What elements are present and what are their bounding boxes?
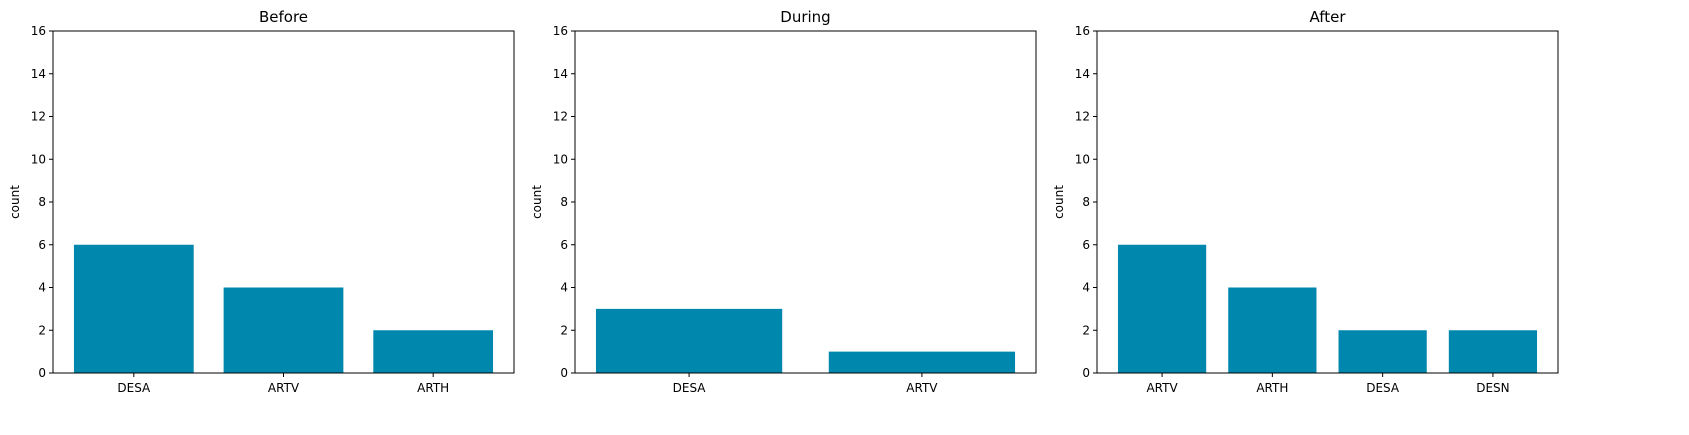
y-tick-label: 8 [38,195,46,209]
chart-panel-2: 0 2 4 6 8 10 12 14 16 DESA ARTV During count [530,8,1037,395]
y-tick-label: 10 [1075,152,1090,166]
y-tick-label: 4 [1082,281,1090,295]
chart-title: During [780,8,830,26]
y-tick-label: 4 [38,281,46,295]
chart-panel-3: 0 2 4 6 8 10 12 14 16 ARTV ARTH DESA DESN After count [1052,8,1559,395]
bar-desa [1338,330,1427,373]
y-tick-label: 6 [560,238,568,252]
chart-title: Before [259,8,308,26]
x-tick-label: ARTV [268,381,300,395]
bar-arth [373,330,494,373]
x-tick-label: DESA [117,381,151,395]
y-tick-label: 12 [553,110,568,124]
y-tick-label: 16 [31,24,46,38]
y-tick-label: 8 [1082,195,1090,209]
x-tick-label: ARTV [906,381,938,395]
x-tick-label: ARTV [1146,381,1178,395]
y-tick-label: 0 [38,366,46,380]
x-tick-label: ARTH [1256,381,1288,395]
y-tick-label: 6 [1082,238,1090,252]
y-tick-label: 2 [1082,323,1090,337]
y-tick-label: 2 [38,323,46,337]
y-tick-label: 4 [560,281,568,295]
bar-artv [1117,244,1207,373]
y-tick-label: 0 [560,366,568,380]
y-tick-label: 6 [38,238,46,252]
y-axis-label: count [530,185,544,219]
bar-artv [828,351,1016,373]
y-tick-label: 2 [560,323,568,337]
y-tick-label: 14 [1075,67,1090,81]
y-tick-label: 10 [31,152,46,166]
bar-desa [595,308,783,373]
bar-arth [1228,287,1317,373]
y-axis-label: count [8,185,22,219]
y-tick-label: 8 [560,195,568,209]
y-tick-label: 14 [31,67,46,81]
y-axis-label: count [1052,185,1066,219]
chart-panel-1: 0 2 4 6 8 10 12 14 16 DESA ARTV ARTH Before count [8,8,515,395]
y-tick-label: 0 [1082,366,1090,380]
bar-artv [223,287,344,373]
x-tick-label: DESN [1476,381,1509,395]
y-tick-label: 16 [1075,24,1090,38]
bar-desn [1448,330,1538,373]
y-tick-label: 16 [553,24,568,38]
y-tick-label: 10 [553,152,568,166]
x-tick-label: ARTH [417,381,449,395]
x-tick-label: DESA [1366,381,1400,395]
y-tick-label: 12 [31,110,46,124]
y-tick-label: 14 [553,67,568,81]
chart-title: After [1309,8,1346,26]
x-tick-label: DESA [673,381,707,395]
y-tick-label: 12 [1075,110,1090,124]
bar-desa [73,244,194,373]
